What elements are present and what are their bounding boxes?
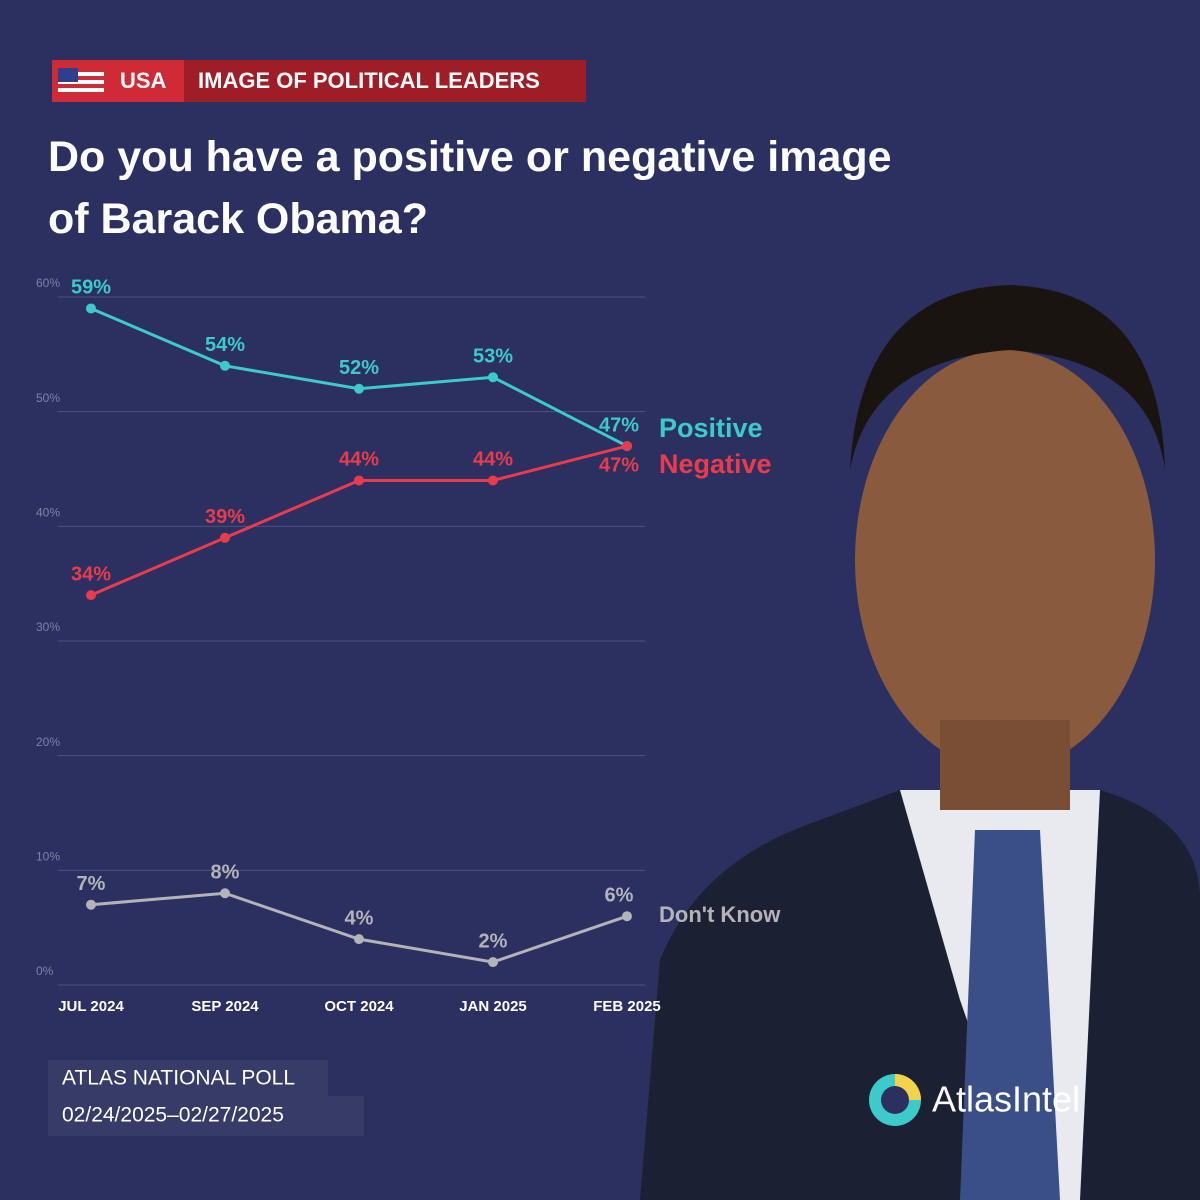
portrait — [640, 285, 1200, 1200]
data-label: 34% — [71, 563, 111, 585]
y-tick-label: 60% — [36, 276, 60, 290]
data-point — [220, 532, 230, 543]
data-point — [220, 360, 230, 371]
x-tick-label: JUL 2024 — [58, 998, 124, 1015]
data-label: 47% — [599, 414, 639, 436]
y-tick-label: 40% — [36, 506, 60, 520]
data-label: 52% — [339, 357, 379, 379]
data-label: 2% — [479, 930, 508, 952]
data-label: 8% — [211, 862, 240, 884]
y-tick-label: 10% — [36, 850, 60, 864]
data-label: 44% — [339, 449, 379, 471]
section: IMAGE OF POLITICAL LEADERS — [198, 68, 540, 93]
data-point — [622, 441, 632, 452]
x-tick-label: OCT 2024 — [324, 998, 394, 1015]
series-name: Negative — [659, 449, 772, 479]
data-label: 7% — [77, 873, 106, 895]
flag — [58, 68, 104, 94]
section-tag — [184, 60, 586, 102]
y-tick-label: 30% — [36, 620, 60, 634]
data-point — [488, 372, 498, 383]
y-tick-label: 0% — [36, 964, 54, 978]
data-point — [220, 888, 230, 899]
data-label: 59% — [71, 277, 111, 299]
source-box — [48, 1060, 328, 1096]
data-point — [354, 475, 364, 486]
data-label: 54% — [205, 334, 245, 356]
data-point — [622, 911, 632, 922]
x-tick-label: JAN 2025 — [459, 998, 527, 1015]
brand-logo — [869, 1074, 921, 1126]
data-point — [86, 590, 96, 601]
chart-title: Do you have a positive or negative image… — [48, 133, 892, 243]
data-point — [86, 303, 96, 314]
data-point — [488, 475, 498, 486]
data-point — [354, 934, 364, 945]
data-point — [488, 957, 498, 968]
data-label: 6% — [605, 884, 634, 906]
data-label: 39% — [205, 506, 245, 528]
y-tick-label: 20% — [36, 735, 60, 749]
data-label: 53% — [473, 346, 513, 368]
source: ATLAS NATIONAL POLL — [62, 1067, 295, 1090]
data-label: 4% — [345, 907, 374, 929]
x-tick-label: FEB 2025 — [593, 998, 661, 1015]
series-name: Positive — [659, 413, 763, 443]
series-name: Don't Know — [659, 902, 781, 927]
x-tick-label: SEP 2024 — [191, 998, 259, 1015]
y-tick-label: 50% — [36, 391, 60, 405]
data-point — [354, 383, 364, 394]
dates: 02/24/2025–02/27/2025 — [62, 1104, 284, 1127]
country: USA — [120, 68, 167, 93]
brand: AtlasIntel — [932, 1079, 1080, 1120]
data-label: 47% — [599, 454, 639, 476]
dates-box — [48, 1096, 364, 1136]
data-label: 44% — [473, 449, 513, 471]
data-point — [86, 899, 96, 910]
